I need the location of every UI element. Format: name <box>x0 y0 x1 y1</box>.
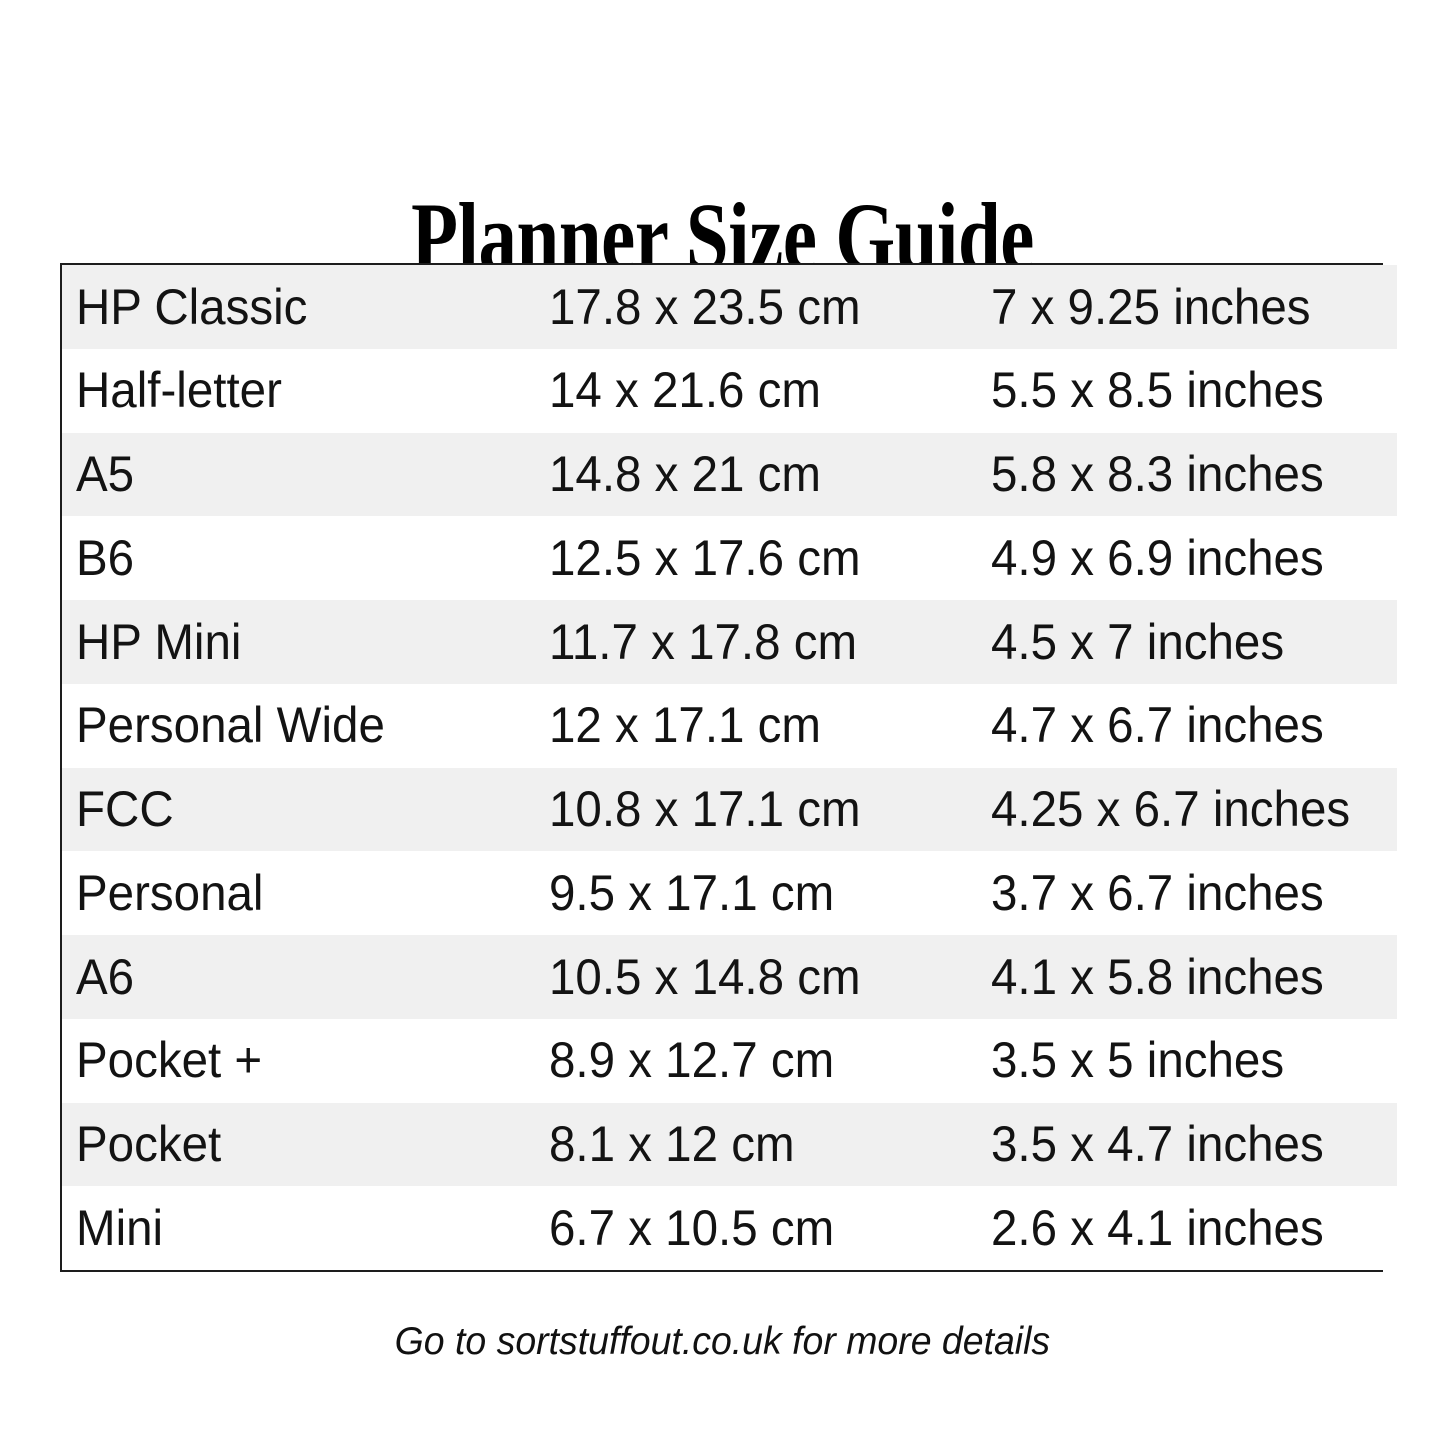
cell-planner-name: B6 <box>62 516 549 600</box>
cell-size-inches: 3.5 x 5 inches <box>991 1018 1397 1103</box>
cell-size-cm: 11.7 x 17.8 cm <box>549 600 991 684</box>
cell-size-cm: 14 x 21.6 cm <box>549 348 991 433</box>
cell-planner-name: Half-letter <box>62 348 549 433</box>
cell-size-cm-text: 10.5 x 14.8 cm <box>549 948 861 1005</box>
table-row: A6 10.5 x 14.8 cm 4.1 x 5.8 inches <box>62 935 1397 1019</box>
cell-planner-name: Personal Wide <box>62 683 549 768</box>
table-row: HP Mini 11.7 x 17.8 cm 4.5 x 7 inches <box>62 600 1397 684</box>
cell-size-inches-text: 3.7 x 6.7 inches <box>991 864 1324 921</box>
cell-planner-name-text: HP Classic <box>76 278 308 335</box>
table-row: Mini 6.7 x 10.5 cm 2.6 x 4.1 inches <box>62 1186 1397 1270</box>
table-row: Pocket + 8.9 x 12.7 cm 3.5 x 5 inches <box>62 1018 1397 1103</box>
cell-size-cm-text: 14.8 x 21 cm <box>549 446 821 503</box>
cell-planner-name: Pocket <box>62 1102 549 1187</box>
table-row: Personal Wide 12 x 17.1 cm 4.7 x 6.7 inche… <box>62 683 1397 768</box>
footer-note-text: Go to sortstuffout.co.uk for more detail… <box>394 1320 1051 1363</box>
cell-size-cm: 8.1 x 12 cm <box>549 1102 991 1187</box>
size-table-body: HP Classic 17.8 x 23.5 cm 7 x 9.25 inches H… <box>62 265 1397 1270</box>
cell-size-cm: 14.8 x 21 cm <box>549 432 991 517</box>
table-row: Half-letter 14 x 21.6 cm 5.5 x 8.5 inches <box>62 348 1397 433</box>
table-row: Pocket 8.1 x 12 cm 3.5 x 4.7 inches <box>62 1102 1397 1187</box>
cell-planner-name-text: HP Mini <box>76 613 242 670</box>
cell-size-cm-text: 6.7 x 10.5 cm <box>549 1199 835 1256</box>
cell-planner-name-text: Personal <box>76 864 264 921</box>
cell-size-cm-text: 17.8 x 23.5 cm <box>549 278 861 335</box>
cell-size-cm-text: 10.8 x 17.1 cm <box>549 781 861 838</box>
cell-planner-name: Mini <box>62 1186 549 1270</box>
cell-size-inches: 4.25 x 6.7 inches <box>991 767 1397 852</box>
cell-size-inches-text: 4.5 x 7 inches <box>991 613 1285 670</box>
cell-planner-name-text: Mini <box>76 1199 164 1256</box>
cell-planner-name-text: A5 <box>76 446 135 503</box>
cell-size-inches: 3.5 x 4.7 inches <box>991 1102 1397 1187</box>
cell-size-cm-text: 8.9 x 12.7 cm <box>549 1032 835 1089</box>
cell-size-inches-text: 5.5 x 8.5 inches <box>991 362 1324 419</box>
cell-planner-name-text: Personal Wide <box>76 697 385 754</box>
cell-size-cm: 10.5 x 14.8 cm <box>549 935 991 1019</box>
cell-size-inches: 4.5 x 7 inches <box>991 600 1397 684</box>
cell-planner-name: HP Classic <box>62 265 549 349</box>
size-table: HP Classic 17.8 x 23.5 cm 7 x 9.25 inches H… <box>62 265 1397 1270</box>
size-table-container: HP Classic 17.8 x 23.5 cm 7 x 9.25 inches H… <box>60 263 1397 1272</box>
cell-size-inches-text: 3.5 x 5 inches <box>991 1032 1285 1089</box>
cell-planner-name-text: Half-letter <box>76 362 282 419</box>
cell-size-inches-text: 4.7 x 6.7 inches <box>991 697 1324 754</box>
cell-size-inches: 3.7 x 6.7 inches <box>991 851 1397 935</box>
cell-size-cm: 9.5 x 17.1 cm <box>549 851 991 935</box>
cell-size-inches-text: 4.25 x 6.7 inches <box>991 781 1351 838</box>
cell-size-cm-text: 11.7 x 17.8 cm <box>549 613 858 670</box>
cell-planner-name-text: Pocket + <box>76 1032 263 1089</box>
cell-size-inches-text: 4.1 x 5.8 inches <box>991 948 1324 1005</box>
table-row: Personal 9.5 x 17.1 cm 3.7 x 6.7 inches <box>62 851 1397 935</box>
cell-size-cm-text: 14 x 21.6 cm <box>549 362 821 419</box>
cell-planner-name: A5 <box>62 432 549 517</box>
cell-size-inches: 5.8 x 8.3 inches <box>991 432 1397 517</box>
cell-planner-name-text: A6 <box>76 948 135 1005</box>
cell-planner-name: Personal <box>62 851 549 935</box>
cell-size-inches: 4.7 x 6.7 inches <box>991 683 1397 768</box>
cell-planner-name: A6 <box>62 935 549 1019</box>
cell-size-cm: 6.7 x 10.5 cm <box>549 1186 991 1270</box>
cell-planner-name: HP Mini <box>62 600 549 684</box>
cell-size-inches-text: 2.6 x 4.1 inches <box>991 1199 1324 1256</box>
cell-size-cm: 12.5 x 17.6 cm <box>549 516 991 600</box>
cell-size-inches: 2.6 x 4.1 inches <box>991 1186 1397 1270</box>
table-row: HP Classic 17.8 x 23.5 cm 7 x 9.25 inches <box>62 265 1397 349</box>
cell-planner-name: FCC <box>62 767 549 852</box>
cell-size-inches: 5.5 x 8.5 inches <box>991 348 1397 433</box>
cell-planner-name: Pocket + <box>62 1018 549 1103</box>
cell-size-cm: 10.8 x 17.1 cm <box>549 767 991 852</box>
cell-size-inches-text: 5.8 x 8.3 inches <box>991 446 1324 503</box>
cell-size-cm-text: 12 x 17.1 cm <box>549 697 821 754</box>
table-row: A5 14.8 x 21 cm 5.8 x 8.3 inches <box>62 432 1397 517</box>
footer-note: Go to sortstuffout.co.uk for more detail… <box>0 1320 1445 1364</box>
table-row: B6 12.5 x 17.6 cm 4.9 x 6.9 inches <box>62 516 1397 600</box>
cell-size-inches-text: 7 x 9.25 inches <box>991 278 1311 335</box>
cell-size-inches: 4.9 x 6.9 inches <box>991 516 1397 600</box>
cell-size-cm-text: 8.1 x 12 cm <box>549 1116 795 1173</box>
cell-size-cm: 8.9 x 12.7 cm <box>549 1018 991 1103</box>
table-row: FCC 10.8 x 17.1 cm 4.25 x 6.7 inches <box>62 767 1397 852</box>
cell-planner-name-text: Pocket <box>76 1116 222 1173</box>
cell-size-cm: 17.8 x 23.5 cm <box>549 265 991 349</box>
cell-size-cm-text: 9.5 x 17.1 cm <box>549 864 835 921</box>
cell-size-inches-text: 3.5 x 4.7 inches <box>991 1116 1324 1173</box>
cell-planner-name-text: FCC <box>76 781 174 838</box>
cell-size-inches: 4.1 x 5.8 inches <box>991 935 1397 1019</box>
cell-size-cm: 12 x 17.1 cm <box>549 683 991 768</box>
cell-size-inches-text: 4.9 x 6.9 inches <box>991 529 1324 586</box>
cell-size-inches: 7 x 9.25 inches <box>991 265 1397 349</box>
cell-planner-name-text: B6 <box>76 529 135 586</box>
cell-size-cm-text: 12.5 x 17.6 cm <box>549 529 861 586</box>
